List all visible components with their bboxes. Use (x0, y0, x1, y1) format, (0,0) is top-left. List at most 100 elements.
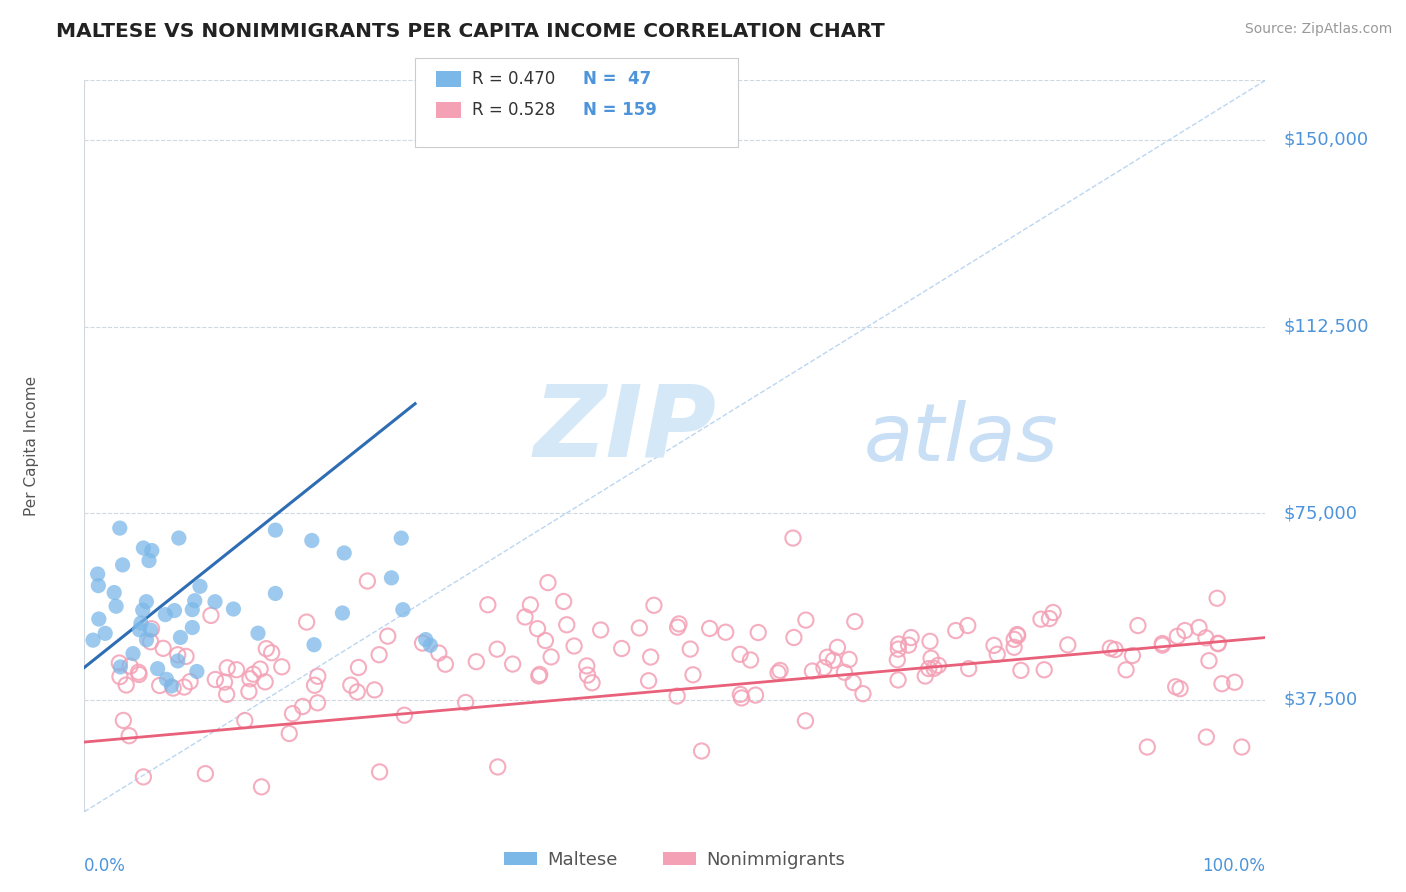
Point (302, 638, 325, 652)
Point (160, 679, 183, 693)
Point (454, 696, 477, 710)
Point (135, 595, 157, 609)
Point (1033, 663, 1056, 677)
Point (914, 669, 936, 683)
Point (270, 660, 292, 674)
Point (215, 687, 238, 701)
Point (110, 660, 132, 674)
Point (222, 602, 245, 616)
Point (918, 662, 941, 676)
Point (1056, 638, 1078, 652)
Text: 100.0%: 100.0% (1202, 856, 1265, 874)
Point (179, 674, 201, 689)
Point (794, 613, 817, 627)
Point (103, 585, 125, 599)
Point (1010, 664, 1032, 678)
Point (555, 617, 578, 632)
Point (419, 638, 441, 652)
Point (887, 673, 910, 687)
Point (412, 636, 434, 650)
Point (186, 665, 208, 679)
Point (86, 567, 108, 582)
Point (249, 662, 271, 676)
Point (1121, 648, 1143, 663)
Point (214, 675, 236, 690)
Point (242, 667, 264, 681)
Point (575, 659, 598, 673)
Point (1168, 681, 1191, 696)
Point (1152, 638, 1174, 652)
Point (927, 658, 949, 673)
Point (1002, 632, 1025, 647)
Point (200, 608, 222, 623)
Point (813, 661, 835, 675)
Point (744, 688, 766, 702)
Point (465, 655, 488, 669)
Point (115, 678, 138, 692)
Point (184, 593, 207, 607)
Point (141, 622, 163, 636)
Point (264, 586, 287, 600)
Point (356, 574, 378, 588)
Point (640, 650, 662, 665)
Point (120, 659, 142, 673)
Point (1223, 675, 1246, 690)
Text: $37,500: $37,500 (1284, 690, 1357, 709)
Point (1211, 676, 1233, 690)
Point (643, 599, 665, 613)
Point (301, 533, 323, 548)
Point (239, 672, 262, 686)
Point (204, 673, 226, 687)
Text: atlas: atlas (863, 400, 1059, 477)
Point (1104, 642, 1126, 657)
Point (918, 634, 941, 648)
Point (363, 682, 385, 697)
Point (945, 624, 967, 638)
Point (576, 668, 599, 682)
Point (699, 622, 721, 636)
Point (502, 657, 524, 671)
Point (149, 679, 172, 693)
Point (562, 639, 585, 653)
Point (166, 654, 188, 668)
Point (291, 699, 314, 714)
Text: Per Capita Income: Per Capita Income (24, 376, 39, 516)
Text: 0.0%: 0.0% (84, 856, 127, 874)
Point (986, 647, 1008, 661)
Point (146, 662, 169, 676)
Point (247, 626, 270, 640)
Point (1206, 637, 1229, 651)
Point (295, 615, 318, 629)
Point (534, 633, 557, 648)
Point (132, 770, 155, 784)
Point (834, 665, 856, 680)
Point (368, 648, 391, 662)
Point (254, 641, 277, 656)
Point (87, 579, 110, 593)
Point (815, 650, 838, 665)
Point (983, 639, 1005, 653)
Point (181, 620, 204, 634)
Point (389, 531, 412, 545)
Point (1115, 663, 1137, 677)
Point (152, 641, 174, 656)
Point (188, 579, 211, 593)
Point (1195, 730, 1218, 744)
Text: R = 0.470: R = 0.470 (472, 70, 555, 88)
Point (666, 620, 689, 634)
Point (1099, 641, 1122, 656)
Point (886, 653, 908, 667)
Point (105, 599, 128, 614)
Point (477, 598, 499, 612)
Point (553, 594, 575, 608)
Point (392, 603, 415, 617)
Point (138, 553, 160, 567)
Point (132, 541, 155, 555)
Text: R = 0.528: R = 0.528 (472, 101, 555, 119)
Point (1206, 591, 1229, 606)
Point (332, 606, 354, 620)
Point (128, 667, 150, 681)
Point (782, 531, 804, 545)
Point (307, 696, 329, 710)
Point (610, 641, 633, 656)
